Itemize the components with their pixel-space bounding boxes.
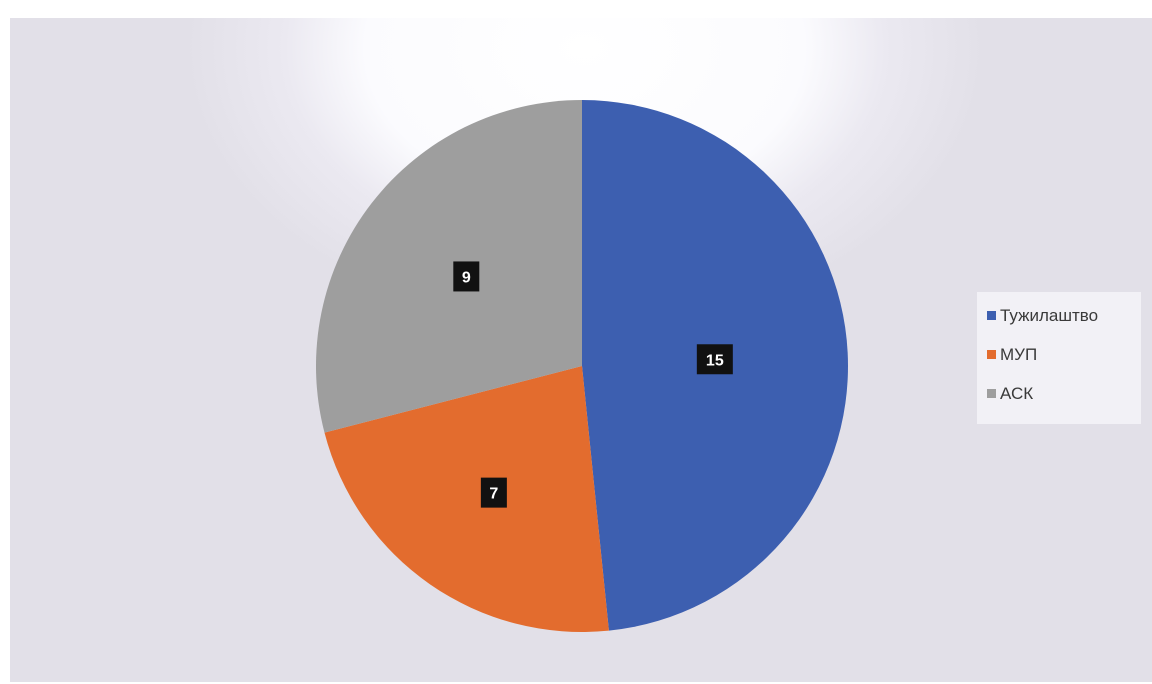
legend-label: АСК [1000, 383, 1034, 403]
pie-slice-ask [315, 100, 582, 433]
data-label-text: 9 [462, 269, 471, 286]
legend-item-mup: МУП [987, 335, 1141, 374]
legend-swatch-mup [987, 350, 996, 359]
legend-label: МУП [1000, 344, 1038, 364]
legend: Тужилаштво МУП АСК [977, 292, 1141, 424]
pie-slice-mup [324, 366, 609, 633]
data-label-box [696, 344, 733, 375]
chart-area: 15 7 9 Тужилаштво МУП АСК [10, 18, 1152, 682]
data-label-text: 15 [706, 352, 724, 369]
data-label-box [480, 477, 507, 508]
data-label-box [453, 261, 480, 292]
data-label-ask: 9 [453, 261, 480, 292]
legend-swatch-ask [987, 389, 996, 398]
data-label-mup: 7 [480, 477, 507, 508]
legend-swatch-tuzilastvo [987, 311, 996, 320]
legend-item-ask: АСК [987, 374, 1141, 413]
legend-item-tuzilastvo: Тужилаштво [987, 296, 1141, 335]
legend-label: Тужилаштво [1000, 305, 1099, 325]
data-label-tuzilastvo: 15 [696, 344, 733, 375]
data-label-text: 7 [489, 486, 498, 503]
